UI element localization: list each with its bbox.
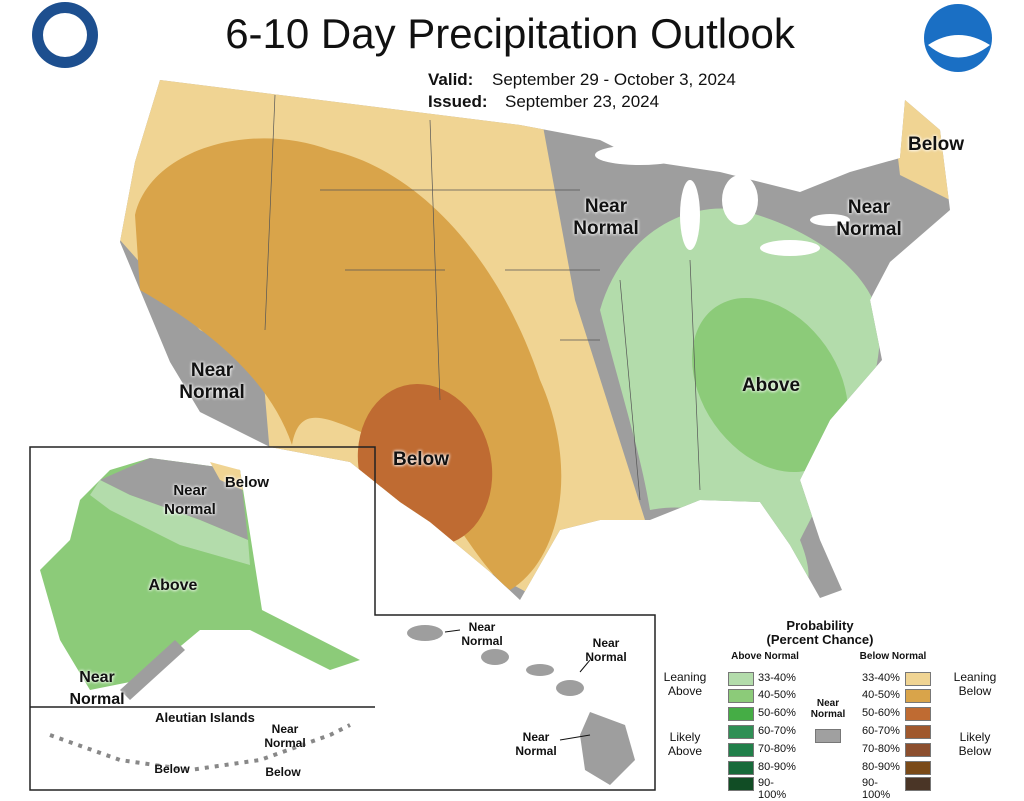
- legend-title: Probability: [786, 618, 854, 633]
- legend-swatch: [728, 672, 754, 686]
- legend-range: 90-100%: [758, 777, 787, 801]
- legend-range: 40-50%: [758, 689, 796, 701]
- legend-range: 80-90%: [758, 761, 796, 773]
- legend-range: 90-100%: [862, 777, 891, 801]
- region-label: Near Normal: [179, 360, 245, 403]
- region-label: Above: [148, 577, 198, 594]
- legend-swatch: [905, 743, 931, 757]
- issued-date: September 23, 2024: [505, 92, 660, 111]
- title: 6-10 Day Precipitation Outlook: [225, 10, 795, 57]
- legend-near: Near Normal: [810, 698, 846, 720]
- legend-swatch: [905, 725, 931, 739]
- region-label: Near Normal: [585, 636, 627, 664]
- great-lakes: [595, 145, 850, 256]
- region-label: Near Normal: [836, 197, 902, 240]
- legend-swatch: [728, 777, 754, 791]
- legend-swatch: [905, 689, 931, 703]
- aleutians: [49, 723, 351, 773]
- region-label: Below: [908, 134, 964, 155]
- legend-range: 80-90%: [862, 761, 900, 773]
- alaska: [40, 458, 360, 690]
- legend-group: Leaning Above: [663, 670, 707, 698]
- legend-range: 33-40%: [862, 672, 900, 684]
- valid-label: Valid:: [428, 70, 474, 89]
- region-label: Near Normal: [69, 669, 125, 708]
- region-label: Below: [393, 449, 449, 470]
- region-label: Near Normal: [573, 196, 639, 239]
- legend-range: 50-60%: [862, 707, 900, 719]
- legend-heading: Below Normal: [859, 651, 927, 662]
- region-label: Above: [741, 375, 801, 396]
- region-label: Below: [265, 765, 301, 779]
- legend-range: 50-60%: [758, 707, 796, 719]
- region-label: Below: [224, 474, 270, 491]
- legend-swatch: [728, 707, 754, 721]
- legend-swatch: [905, 672, 931, 686]
- legend-range: 33-40%: [758, 672, 796, 684]
- legend-heading: Above Normal: [731, 651, 799, 662]
- region-label: Near Normal: [264, 722, 306, 750]
- legend-group: Leaning Below: [953, 670, 997, 698]
- legend-range: 60-70%: [758, 725, 796, 737]
- aleutian-title: Aleutian Islands: [155, 710, 255, 725]
- legend-group: Likely Below: [958, 730, 992, 758]
- region-label: Below: [154, 762, 190, 776]
- legend-range: 70-80%: [862, 743, 900, 755]
- issued-label: Issued:: [428, 92, 488, 111]
- legend-group: Likely Above: [667, 730, 703, 758]
- legend-swatch: [728, 761, 754, 775]
- region-label: Near Normal: [164, 482, 216, 518]
- legend-range: 70-80%: [758, 743, 796, 755]
- legend-swatch: [728, 743, 754, 757]
- region-label: Near Normal: [515, 730, 557, 758]
- legend-swatch: [905, 777, 931, 791]
- legend-range: 40-50%: [862, 689, 900, 701]
- region-label: Near Normal: [461, 620, 503, 648]
- legend-swatch: [905, 707, 931, 721]
- legend-swatch: [728, 689, 754, 703]
- hawaii: [407, 625, 635, 785]
- legend-swatch: [728, 725, 754, 739]
- valid-dates: September 29 - October 3, 2024: [492, 70, 736, 89]
- legend-swatch: [905, 761, 931, 775]
- legend-swatch: [815, 729, 841, 743]
- legend-subtitle: (Percent Chance): [766, 632, 874, 647]
- legend-range: 60-70%: [862, 725, 900, 737]
